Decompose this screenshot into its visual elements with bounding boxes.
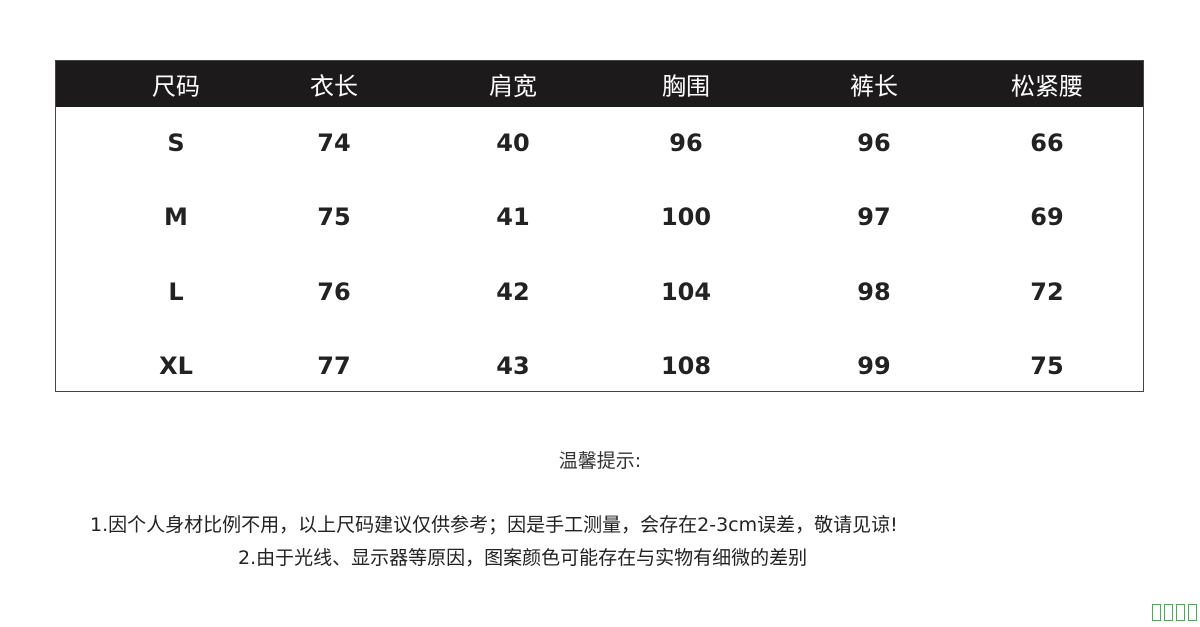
column-header: 衣长 <box>310 72 358 101</box>
column-header: 松紧腰 <box>1011 72 1083 101</box>
table-cell: 72 <box>1030 278 1064 306</box>
tips-title: 温馨提示: <box>558 450 642 472</box>
tip-note-2: 2.由于光线、显示器等原因，图案颜色可能存在与实物有细微的差别 <box>238 547 808 569</box>
table-cell: 75 <box>317 203 351 231</box>
table-cell: 41 <box>496 203 530 231</box>
table-cell: 40 <box>496 129 530 157</box>
table-cell: 43 <box>496 352 530 380</box>
table-cell: 100 <box>660 203 712 231</box>
table-cell: 77 <box>317 352 351 380</box>
size-table: 尺码 衣长 肩宽 胸围 裤长 松紧腰 S 74 40 96 96 66 M 75 41 100 97 69 L 76 4… <box>55 60 1144 392</box>
table-cell: 42 <box>496 278 530 306</box>
table-cell: 66 <box>1030 129 1064 157</box>
table-cell: M <box>164 203 188 231</box>
table-cell: 108 <box>660 352 712 380</box>
column-header: 尺码 <box>152 72 200 101</box>
table-cell: 69 <box>1030 203 1064 231</box>
watermark-glyphs <box>1152 604 1197 621</box>
column-header: 胸围 <box>662 72 710 101</box>
column-header: 肩宽 <box>489 72 537 101</box>
table-cell: 74 <box>317 129 351 157</box>
table-cell: XL <box>159 352 193 380</box>
table-cell: 76 <box>317 278 351 306</box>
table-cell: S <box>167 129 185 157</box>
table-cell: 96 <box>669 129 703 157</box>
table-cell: 98 <box>857 278 891 306</box>
table-header <box>56 61 1143 107</box>
table-cell: L <box>168 278 184 306</box>
column-header: 裤长 <box>850 72 898 101</box>
table-cell: 99 <box>857 352 891 380</box>
table-cell: 104 <box>660 278 712 306</box>
table-cell: 96 <box>857 129 891 157</box>
table-cell: 97 <box>857 203 891 231</box>
table-cell: 75 <box>1030 352 1064 380</box>
tip-note-1: 1.因个人身材比例不用，以上尺码建议仅供参考；因是手工测量，会存在2-3cm误差… <box>90 514 898 536</box>
